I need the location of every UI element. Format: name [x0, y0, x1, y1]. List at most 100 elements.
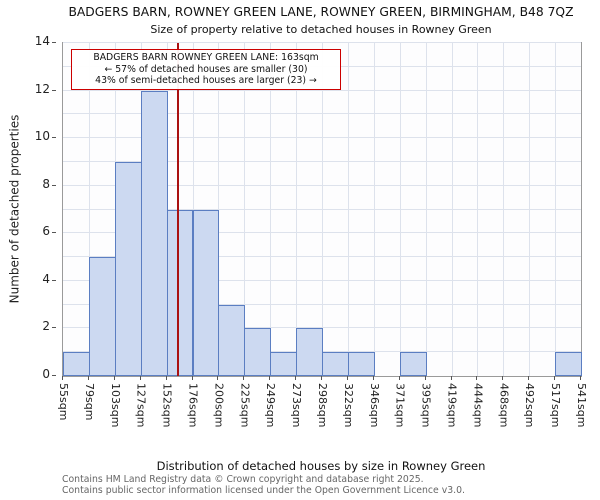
x-tick-label: 55sqm — [57, 383, 70, 421]
y-tick-mark — [52, 375, 56, 376]
annotation-line-2: ← 57% of detached houses are smaller (30… — [104, 63, 308, 75]
gridline-horizontal — [63, 42, 581, 43]
x-tick-label: 273sqm — [290, 383, 304, 428]
histogram-bar — [270, 352, 298, 376]
y-tick-label: 4 — [42, 271, 50, 286]
x-tick-label: 79sqm — [82, 383, 96, 421]
footer-line-2: Contains public sector information licen… — [62, 484, 465, 496]
x-tick-label: 468sqm — [497, 383, 511, 428]
annotation-line-1: BADGERS BARN ROWNEY GREEN LANE: 163sqm — [93, 52, 319, 63]
x-tick-label: 517sqm — [549, 383, 563, 428]
x-axis-ticks: 55sqm 79sqm 103sqm 127sqm 152sqm 176sqm 200sqm… — [57, 376, 588, 462]
x-tick-mark — [554, 376, 556, 380]
x-tick-mark — [243, 376, 245, 380]
histogram-bar — [88, 257, 116, 376]
y-axis-ticks: 0 2 4 6 8 10 12 14 — [30, 34, 56, 381]
subject-property-annotation: BADGERS BARN ROWNEY GREEN LANE: 163sqm ←… — [71, 49, 341, 90]
x-tick-mark — [502, 376, 504, 380]
gridline-vertical — [451, 43, 453, 376]
x-tick-label: 298sqm — [316, 383, 329, 428]
x-tick-mark — [62, 376, 63, 380]
x-tick-label: 200sqm — [212, 383, 226, 428]
attribution-footer: Contains HM Land Registry data © Crown c… — [62, 474, 592, 496]
x-tick-label: 176sqm — [186, 383, 200, 428]
histogram-bar — [166, 209, 194, 376]
histogram-bar — [555, 352, 582, 376]
x-tick-label: 492sqm — [523, 383, 537, 428]
gridline-vertical — [425, 43, 427, 376]
y-tick-mark — [52, 184, 56, 186]
chart-title: BADGERS BARN, ROWNEY GREEN LANE, ROWNEY … — [68, 5, 574, 19]
histogram-bar — [140, 90, 168, 376]
y-tick-mark — [52, 89, 56, 91]
x-tick-label: 419sqm — [445, 383, 459, 428]
gridline-vertical — [88, 43, 90, 376]
x-tick-label: 395sqm — [419, 383, 433, 428]
x-tick-label: 444sqm — [471, 383, 485, 428]
x-tick-label: 152sqm — [160, 383, 174, 428]
gridline-vertical — [503, 43, 505, 376]
x-tick-mark — [269, 376, 271, 380]
gridline-vertical — [244, 43, 246, 376]
gridline-vertical — [296, 43, 298, 376]
x-axis-label: Distribution of detached houses by size … — [156, 459, 486, 473]
x-tick-mark — [113, 376, 115, 380]
y-tick-label: 0 — [42, 367, 50, 381]
histogram-bar — [244, 328, 272, 376]
x-tick-mark — [372, 376, 374, 380]
histogram-bar — [347, 352, 375, 376]
x-tick-mark — [398, 376, 400, 380]
x-tick-mark — [580, 376, 581, 380]
histogram-bar — [322, 352, 349, 376]
y-tick-label: 14 — [34, 34, 50, 48]
y-tick-label: 8 — [42, 176, 50, 191]
gridline-vertical — [529, 43, 531, 376]
x-tick-label: 225sqm — [238, 383, 252, 428]
x-tick-mark — [191, 376, 193, 380]
y-tick-mark — [52, 137, 56, 139]
x-tick-mark — [346, 376, 348, 380]
x-tick-mark — [528, 376, 530, 380]
gridline-vertical — [555, 43, 557, 376]
x-tick-label: 346sqm — [367, 383, 381, 428]
histogram-bar — [114, 161, 142, 376]
footer-line-1: Contains HM Land Registry data © Crown c… — [62, 474, 424, 485]
chart-subtitle: Size of property relative to detached ho… — [150, 23, 492, 36]
x-tick-mark — [217, 376, 219, 380]
y-tick-label: 12 — [34, 81, 50, 96]
histogram-bar — [296, 328, 323, 376]
subject-property-marker-line — [177, 43, 180, 376]
histogram-bar — [63, 352, 90, 376]
x-tick-label: 371sqm — [393, 383, 407, 428]
y-tick-mark — [52, 42, 56, 43]
y-tick-label: 2 — [42, 319, 50, 334]
y-tick-label: 10 — [34, 129, 50, 144]
annotation-line-3: 43% of semi-detached houses are larger (… — [95, 75, 317, 86]
x-tick-label: 322sqm — [341, 383, 355, 428]
x-tick-mark — [476, 376, 478, 380]
y-tick-mark — [52, 327, 56, 329]
histogram-bar — [192, 209, 220, 376]
gridline-vertical — [322, 43, 323, 376]
gridline-vertical — [270, 43, 272, 376]
y-tick-label: 6 — [42, 224, 50, 239]
x-tick-label: 249sqm — [264, 383, 278, 428]
x-tick-label: 127sqm — [134, 383, 148, 428]
x-tick-label: 541sqm — [575, 383, 588, 428]
x-tick-mark — [139, 376, 141, 380]
x-tick-mark — [165, 376, 167, 380]
y-axis-label-wrap: Number of detached properties — [0, 42, 28, 375]
y-tick-mark — [52, 232, 56, 234]
histogram-bar — [218, 304, 246, 376]
gridline-vertical — [347, 43, 349, 376]
x-tick-mark — [321, 376, 322, 380]
x-tick-mark — [87, 376, 89, 380]
y-axis-label: Number of detached properties — [7, 114, 21, 303]
x-tick-label: 103sqm — [108, 383, 122, 428]
x-tick-mark — [424, 376, 426, 380]
plot-area: BADGERS BARN ROWNEY GREEN LANE: 163sqm ←… — [62, 42, 582, 377]
gridline-vertical — [399, 43, 401, 376]
x-tick-mark — [450, 376, 452, 380]
histogram-bar — [399, 352, 427, 376]
